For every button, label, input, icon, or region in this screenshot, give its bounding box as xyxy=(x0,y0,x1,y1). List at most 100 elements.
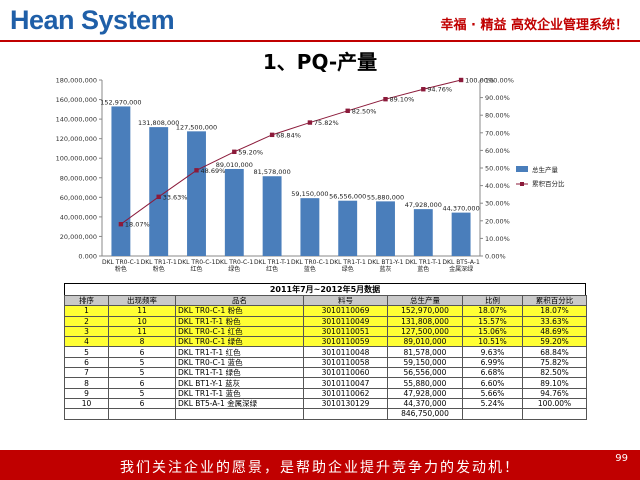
bar xyxy=(300,198,320,256)
table-row: 3 11 DKL TR0-C-1 红色 3010110051 127,500,000 15… xyxy=(64,325,587,338)
bar xyxy=(187,131,206,256)
table-cell: 47,928,000 xyxy=(387,387,463,399)
table-cell: 3010110062 xyxy=(303,387,388,399)
table-cell: 8 xyxy=(108,336,176,348)
x-tick-label-line: DKL TR1-T-1 xyxy=(254,259,290,266)
header-divider xyxy=(0,40,640,42)
bar-value-label: 59,150,000 xyxy=(291,190,328,198)
cumulative-value-label: 94.76% xyxy=(427,86,452,94)
table-cell: 44,370,000 xyxy=(387,397,463,410)
x-tick-label: DKL TR1-T-1 绿色 xyxy=(330,259,366,273)
bar xyxy=(376,201,395,256)
table-row: 9 5 DKL TR1-T-1 蓝色 3010110062 47,928,000 5.66… xyxy=(64,387,587,399)
y2-tick-label: 50.00% xyxy=(485,165,510,173)
table-cell: 11 xyxy=(108,305,176,317)
cumulative-value-label: 89.10% xyxy=(390,96,415,104)
table-cell: 2 xyxy=(64,315,109,327)
y-tick-label: 120,000,000 xyxy=(56,135,97,143)
legend-swatch-bar xyxy=(516,166,528,172)
x-tick-label-line: 蓝色 xyxy=(417,265,429,273)
table-header-cell: 料号 xyxy=(303,294,388,307)
table-cell: 8 xyxy=(64,377,109,389)
cumulative-point xyxy=(421,87,426,92)
table-cell: 1 xyxy=(64,305,109,317)
x-tick-label: DKL TR0-C-1 绿色 xyxy=(215,259,253,273)
table-cell: DKL TR0-C-1 粉色 xyxy=(175,305,304,317)
cumulative-value-label: 48.69% xyxy=(201,167,226,175)
table-cell: 6.68% xyxy=(462,367,523,379)
table-cell xyxy=(303,408,388,420)
header-slogan: 幸福 · 精益 高效企业管理系统！ xyxy=(440,18,628,33)
page-title: 1、PQ-产量 xyxy=(262,50,378,74)
cumulative-value-label: 82.50% xyxy=(352,107,377,115)
table-cell: DKL TR0-C-1 绿色 xyxy=(175,336,304,348)
y2-tick-label: 100.00% xyxy=(485,77,514,85)
x-tick-label-line: DKL TR0-C-1 xyxy=(215,259,253,266)
table-cell: 6 xyxy=(108,397,176,410)
x-tick-label-line: DKL TR1-T-1 xyxy=(405,259,441,266)
x-tick-label-line: DKL BT5-A-1 xyxy=(442,259,480,266)
table-cell: 5 xyxy=(108,356,176,369)
table-cell: 82.50% xyxy=(522,367,587,379)
x-tick-label-line: 红色 xyxy=(266,265,278,273)
table-cell: 5 xyxy=(108,367,176,379)
table-cell: 100.00% xyxy=(522,397,587,410)
table-header-cell: 出现频率 xyxy=(108,294,176,307)
y2-tick-label: 40.00% xyxy=(485,182,510,190)
table-cell xyxy=(522,408,587,420)
y-tick-label: 140,000,000 xyxy=(56,116,97,124)
x-tick-label-line: DKL TR0-C-1 xyxy=(178,259,216,266)
table-row: 1 11 DKL TR0-C-1 粉色 3010110069 152,970,000 18… xyxy=(64,305,587,317)
x-tick-label-line: 粉色 xyxy=(115,265,127,273)
cumulative-point xyxy=(458,77,464,83)
bar-value-label: 56,556,000 xyxy=(329,193,366,201)
cumulative-point xyxy=(194,168,199,173)
table-cell: 81,578,000 xyxy=(387,346,463,358)
table-cell: 11 xyxy=(108,325,176,338)
y2-tick-label: 60.00% xyxy=(485,147,510,155)
table-cell: 4 xyxy=(64,336,109,348)
x-tick-label-line: 绿色 xyxy=(228,265,240,273)
y2-tick-label: 90.00% xyxy=(485,94,510,102)
bar xyxy=(111,106,131,256)
y2-tick-label: 10.00% xyxy=(485,235,510,243)
y-tick-label: 60,000,000 xyxy=(60,194,97,202)
bar xyxy=(451,212,471,256)
table-cell: 6 xyxy=(64,356,109,369)
table-cell: 89.10% xyxy=(522,377,587,389)
table-cell: 15.57% xyxy=(462,315,523,327)
table-title: 2011年7月~2012年5月数据 xyxy=(64,283,586,295)
bar-value-label: 55,880,000 xyxy=(367,193,404,201)
table-cell: DKL TR1-T-1 蓝色 xyxy=(175,387,304,399)
y-tick-label: 40,000,000 xyxy=(60,213,97,221)
x-tick-label-line: DKL BT1-Y-1 xyxy=(368,259,404,266)
cumulative-value-label: 100.00% xyxy=(465,77,494,85)
table-cell: 33.63% xyxy=(522,315,587,327)
bar-value-label: 131,808,000 xyxy=(138,119,179,127)
y2-tick-label: 80.00% xyxy=(485,112,510,120)
cumulative-point xyxy=(307,120,313,125)
table-cell: DKL TR1-T-1 粉色 xyxy=(175,315,304,327)
cumulative-point xyxy=(156,194,161,200)
table-row: 8 6 DKL BT1-Y-1 蓝灰 3010110047 55,880,000 6.60… xyxy=(64,377,587,389)
table-header-cell: 排序 xyxy=(64,294,109,307)
footer-bar: 我们关注企业的愿景，是帮助企业提升竞争力的发动机！ 99 xyxy=(0,450,640,480)
x-tick-label-line: 红色 xyxy=(190,265,202,273)
y-tick-label: 0.000 xyxy=(78,253,97,261)
legend-label-bar: 总生产量 xyxy=(532,165,559,174)
table-cell: 59.20% xyxy=(522,336,587,348)
bar-value-label: 89,010,000 xyxy=(216,161,253,169)
table-cell: 59,150,000 xyxy=(387,356,463,369)
y-tick-label: 80,000,000 xyxy=(60,174,97,182)
table-header-cell: 累积百分比 xyxy=(522,294,587,307)
table-total-row: 846,750,000 xyxy=(64,408,587,420)
table-cell xyxy=(64,408,109,420)
legend-label-line: 累积百分比 xyxy=(532,179,565,188)
x-tick-label-line: DKL TR1-T-1 xyxy=(141,259,177,266)
table-cell: 152,970,000 xyxy=(387,305,463,317)
table-cell: 56,556,000 xyxy=(387,367,463,379)
table-cell: 10 xyxy=(108,315,176,327)
x-tick-label-line: DKL TR1-T-1 xyxy=(330,259,366,266)
table-cell: 15.06% xyxy=(462,325,523,338)
table-cell: 7 xyxy=(64,367,109,379)
